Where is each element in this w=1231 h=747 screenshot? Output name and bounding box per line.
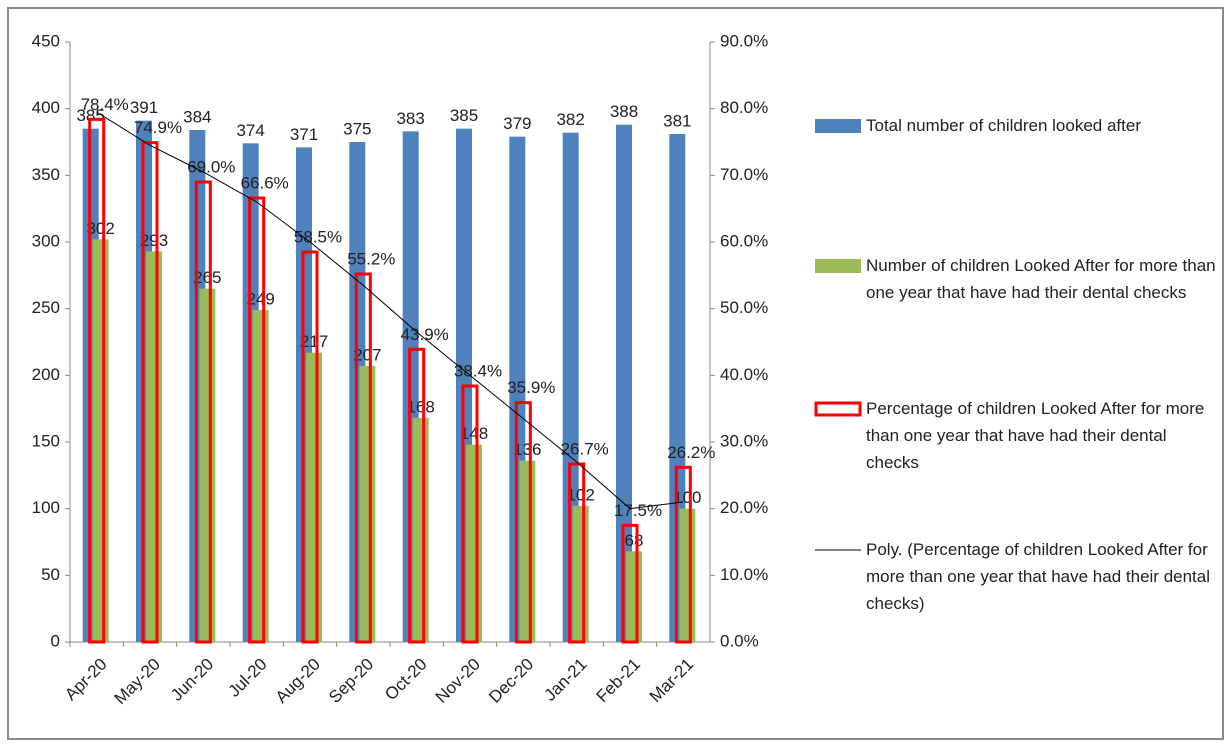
bar — [359, 366, 376, 642]
data-label: 26.2% — [667, 443, 715, 462]
data-label: 68 — [625, 531, 644, 550]
data-label: 168 — [406, 397, 434, 416]
y-tick-label: 200 — [32, 365, 60, 384]
data-label: 382 — [556, 110, 584, 129]
data-label: 379 — [503, 114, 531, 133]
percentage-bar — [568, 462, 586, 644]
percentage-bar — [88, 117, 106, 644]
data-label: 388 — [610, 102, 638, 121]
percentage-bar — [194, 180, 212, 644]
y-tick-label: 0 — [51, 631, 60, 650]
data-label: 17.5% — [614, 501, 662, 520]
data-label: 74.9% — [134, 118, 182, 137]
y2-tick-label: 90.0% — [720, 31, 768, 50]
data-label: 43.9% — [401, 325, 449, 344]
percentage-bar — [408, 347, 426, 644]
y-tick-label: 300 — [32, 231, 60, 250]
data-label: 391 — [130, 98, 158, 117]
data-label: 302 — [86, 219, 114, 238]
bar — [466, 444, 482, 642]
bar — [199, 288, 216, 642]
legend-marker — [815, 119, 861, 133]
bar — [252, 310, 269, 642]
y2-tick-label: 60.0% — [720, 231, 768, 250]
data-label: 69.0% — [187, 157, 235, 176]
data-label: 217 — [300, 332, 328, 351]
data-label: 374 — [236, 121, 264, 140]
percentage-bar — [301, 250, 319, 644]
bar — [616, 124, 632, 642]
data-label: 381 — [663, 111, 691, 130]
bar — [306, 352, 322, 642]
y-tick-label: 450 — [32, 31, 60, 50]
bar — [679, 508, 696, 642]
data-label: 26.7% — [561, 439, 609, 458]
percentage-bar — [141, 141, 159, 644]
legend-entry: Percentage of children Looked After for … — [866, 399, 1205, 472]
percentage-bar — [354, 272, 372, 644]
data-label: 385 — [450, 106, 478, 125]
data-label: 58.5% — [294, 227, 342, 246]
bar — [519, 460, 536, 642]
y2-tick-label: 40.0% — [720, 365, 768, 384]
data-label: 136 — [513, 440, 541, 459]
percentage-bar — [461, 384, 479, 644]
y-tick-label: 150 — [32, 431, 60, 450]
legend-entry: Total number of children looked after — [866, 116, 1141, 135]
data-label: 384 — [183, 107, 211, 126]
percentage-bar — [514, 401, 532, 644]
y-tick-label: 350 — [32, 165, 60, 184]
data-label: 265 — [193, 268, 221, 287]
bar — [572, 506, 589, 642]
bar — [412, 418, 429, 642]
y2-tick-label: 30.0% — [720, 431, 768, 450]
data-label: 148 — [460, 424, 488, 443]
data-label: 78.4% — [81, 95, 129, 114]
y-tick-label: 100 — [32, 498, 60, 517]
legend-entry: Poly. (Percentage of children Looked Aft… — [866, 540, 1211, 613]
data-label: 293 — [140, 231, 168, 250]
percentage-bar — [621, 523, 639, 644]
data-label: 383 — [396, 109, 424, 128]
data-label: 55.2% — [347, 249, 395, 268]
y2-tick-label: 20.0% — [720, 498, 768, 517]
y2-tick-label: 50.0% — [720, 298, 768, 317]
legend-entry: Number of children Looked After for more… — [866, 256, 1216, 302]
bar — [146, 251, 162, 643]
data-label: 375 — [343, 119, 371, 138]
y-tick-label: 400 — [32, 98, 60, 117]
y2-tick-label: 0.0% — [720, 631, 759, 650]
data-label: 102 — [566, 485, 594, 504]
legend-marker — [815, 259, 861, 273]
data-label: 207 — [353, 345, 381, 364]
bar — [92, 239, 109, 643]
y2-tick-label: 10.0% — [720, 565, 768, 584]
bar — [626, 551, 642, 642]
y-tick-label: 50 — [41, 565, 60, 584]
data-label: 35.9% — [507, 378, 555, 397]
trend-line — [96, 111, 684, 510]
y2-tick-label: 80.0% — [720, 98, 768, 117]
data-label: 249 — [246, 289, 274, 308]
percentage-bar — [674, 465, 692, 644]
y-tick-label: 250 — [32, 298, 60, 317]
data-label: 66.6% — [241, 173, 289, 192]
data-label: 38.4% — [454, 361, 502, 380]
legend-marker — [814, 401, 862, 417]
percentage-bar — [248, 196, 266, 644]
data-label: 371 — [290, 125, 318, 144]
y2-tick-label: 70.0% — [720, 165, 768, 184]
